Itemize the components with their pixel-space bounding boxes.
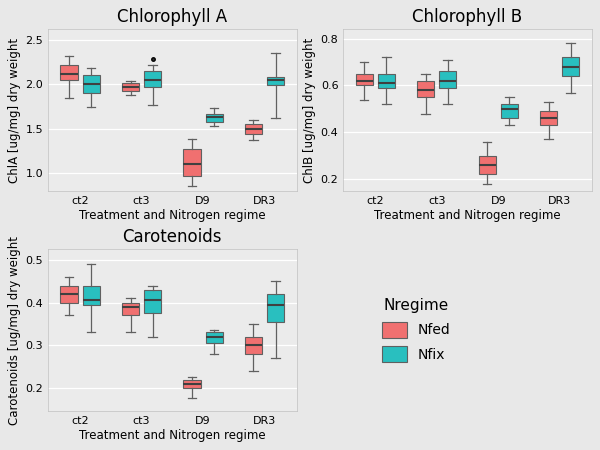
PathPatch shape: [206, 114, 223, 122]
PathPatch shape: [245, 337, 262, 354]
PathPatch shape: [122, 302, 139, 315]
Y-axis label: ChlA [ug/mg] dry weight: ChlA [ug/mg] dry weight: [8, 37, 22, 183]
Y-axis label: ChlB [ug/mg] dry weight: ChlB [ug/mg] dry weight: [304, 37, 316, 183]
PathPatch shape: [122, 83, 139, 90]
PathPatch shape: [417, 81, 434, 97]
PathPatch shape: [83, 286, 100, 305]
X-axis label: Treatment and Nitrogen regime: Treatment and Nitrogen regime: [79, 429, 266, 441]
PathPatch shape: [540, 111, 557, 125]
PathPatch shape: [439, 72, 457, 88]
PathPatch shape: [206, 333, 223, 343]
PathPatch shape: [83, 76, 100, 93]
PathPatch shape: [245, 124, 262, 134]
Legend: Nfed, Nfix: Nfed, Nfix: [375, 292, 458, 369]
PathPatch shape: [144, 290, 161, 313]
PathPatch shape: [267, 77, 284, 85]
Y-axis label: Carotenoids [ug/mg] dry weight: Carotenoids [ug/mg] dry weight: [8, 236, 22, 425]
Title: Chlorophyll B: Chlorophyll B: [412, 9, 523, 27]
Title: Chlorophyll A: Chlorophyll A: [117, 9, 227, 27]
PathPatch shape: [184, 149, 200, 176]
PathPatch shape: [61, 286, 77, 302]
PathPatch shape: [184, 380, 200, 388]
PathPatch shape: [356, 74, 373, 86]
PathPatch shape: [479, 156, 496, 175]
X-axis label: Treatment and Nitrogen regime: Treatment and Nitrogen regime: [79, 208, 266, 221]
PathPatch shape: [144, 71, 161, 87]
PathPatch shape: [562, 58, 580, 76]
X-axis label: Treatment and Nitrogen regime: Treatment and Nitrogen regime: [374, 208, 561, 221]
Title: Carotenoids: Carotenoids: [122, 229, 222, 247]
PathPatch shape: [377, 74, 395, 88]
PathPatch shape: [61, 65, 77, 80]
PathPatch shape: [267, 294, 284, 322]
PathPatch shape: [500, 104, 518, 118]
